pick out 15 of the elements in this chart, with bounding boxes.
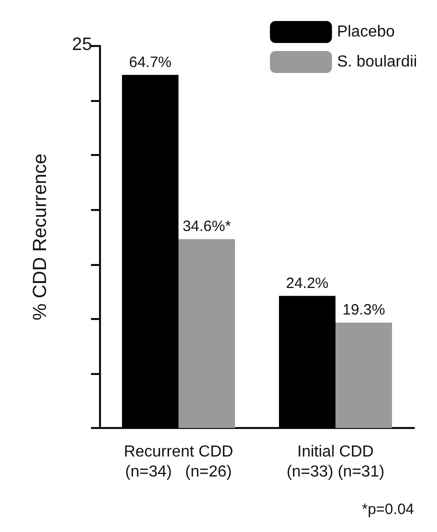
bar <box>122 74 178 428</box>
y-axis-title: % CDD Recurrence <box>30 154 51 320</box>
text: *p=0.04 <box>362 501 414 518</box>
text: 25 <box>72 34 92 54</box>
data-label: 24.2% <box>286 274 329 292</box>
bar <box>178 239 236 428</box>
bar <box>336 322 392 428</box>
data-label: 64.7% <box>128 54 172 71</box>
data-label: 19.3% <box>342 302 386 319</box>
x-tick-label: Recurrent CDD (n=34) (n=26) <box>124 444 234 480</box>
x-tick-label: Initial CDD (n=33) (n=31) <box>286 444 384 480</box>
bar <box>278 296 336 428</box>
legend-label: Placebo <box>336 24 395 40</box>
legend-label: S. boulardii <box>336 54 417 70</box>
data-label: 34.6%* <box>182 218 232 236</box>
